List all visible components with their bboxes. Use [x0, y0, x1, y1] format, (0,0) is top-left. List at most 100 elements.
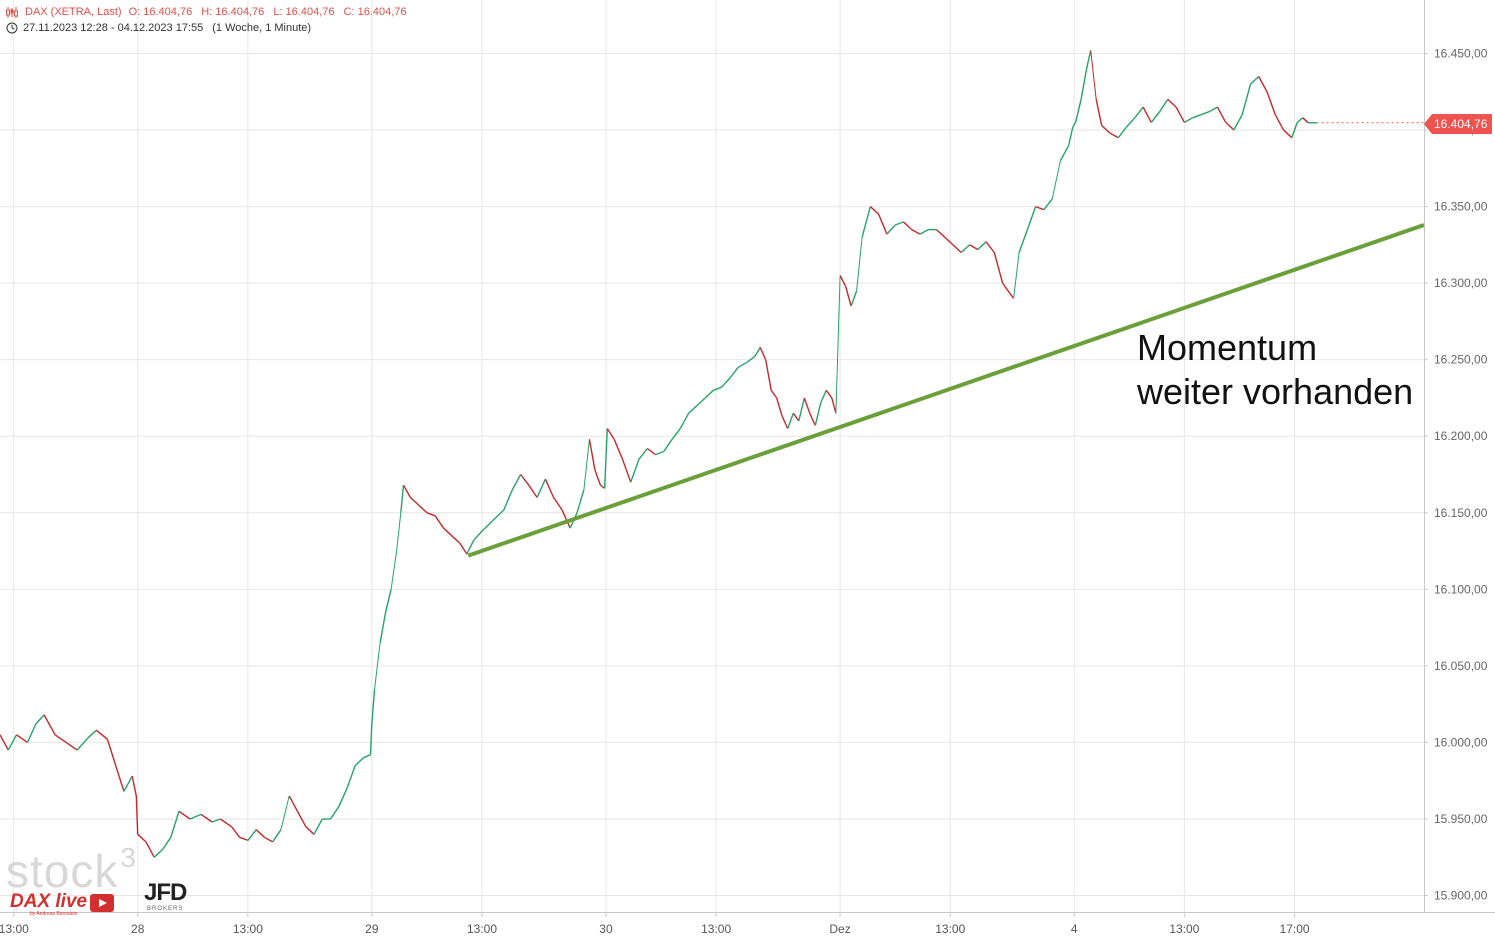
price-segment	[280, 795, 290, 830]
price-segment	[1302, 117, 1309, 124]
price-segment	[511, 474, 522, 491]
price-segment	[131, 775, 137, 797]
price-segment	[369, 723, 373, 755]
price-segment	[426, 512, 436, 517]
price-segment	[1274, 114, 1285, 131]
price-segment	[418, 504, 428, 514]
y-tick-label: 16.250,00	[1434, 353, 1488, 367]
price-segment	[781, 416, 789, 429]
price-segment	[770, 389, 778, 399]
price-segment	[613, 439, 624, 460]
price-segment	[1090, 50, 1097, 100]
x-tick-label: 13:00	[0, 922, 29, 936]
price-segment	[434, 515, 445, 529]
x-tick-label: Dez	[829, 922, 850, 936]
price-segment	[1296, 117, 1304, 123]
price-segment	[814, 402, 822, 426]
price-segment	[856, 237, 863, 291]
price-segment	[630, 458, 640, 483]
price-segment	[402, 484, 412, 498]
price-segment	[1134, 106, 1144, 119]
price-segment	[825, 389, 833, 399]
price-segment	[305, 826, 315, 835]
price-segment	[7, 734, 18, 751]
x-tick-label: 29	[365, 922, 379, 936]
x-tick-label: 4	[1071, 922, 1078, 936]
price-segment	[1059, 145, 1070, 162]
x-tick-label: 13:00	[1169, 922, 1199, 936]
price-segment	[671, 428, 681, 440]
price-segment	[704, 389, 714, 399]
price-segment	[54, 734, 67, 743]
price-segment	[451, 535, 461, 544]
price-segment	[1258, 76, 1268, 93]
price-segment	[850, 290, 858, 307]
price-segment	[646, 447, 656, 456]
y-tick-label: 16.450,00	[1434, 47, 1488, 61]
price-segment	[1085, 50, 1092, 69]
price-segment	[135, 795, 139, 835]
price-segment	[886, 224, 896, 235]
low-value: L: 16.404,76	[273, 6, 335, 18]
price-segment	[520, 474, 530, 486]
price-segment	[952, 244, 962, 254]
price-segment	[776, 397, 783, 417]
trendline	[467, 223, 1425, 558]
price-segment	[1125, 117, 1136, 128]
price-segment	[1026, 206, 1037, 230]
high-value: H: 16.404,76	[201, 6, 265, 18]
price-segment	[1043, 198, 1053, 211]
price-segment	[1167, 98, 1177, 108]
watermark-sup: 3	[120, 842, 137, 873]
price-segment	[1068, 126, 1074, 146]
price-segment	[803, 397, 811, 414]
annotation-line-2: weiter vorhanden	[1137, 371, 1414, 412]
price-segment	[528, 484, 538, 498]
last-price-label: 16.404,76	[1432, 114, 1493, 134]
price-tag-pointer	[1424, 114, 1432, 134]
jfd-subtitle: BROKERS	[147, 906, 184, 912]
symbol-label: DAX (XETRA, Last)	[25, 6, 122, 18]
price-segment	[492, 509, 505, 521]
jfd-text: JFD	[144, 879, 187, 906]
y-tick-label: 16.150,00	[1434, 506, 1488, 520]
y-tick-label: 15.900,00	[1434, 889, 1488, 903]
price-segment	[1250, 75, 1260, 85]
y-tick-label: 15.950,00	[1434, 812, 1488, 826]
price-segment	[255, 829, 265, 838]
price-segment	[145, 841, 155, 858]
price-segment	[869, 206, 880, 215]
last-price-tag: 16.404,76	[1424, 114, 1493, 134]
x-tick-label: 30	[599, 922, 613, 936]
price-segment	[354, 757, 365, 766]
price-segment	[473, 530, 483, 541]
price-segment	[1175, 106, 1186, 123]
y-tick-label: 16.050,00	[1434, 659, 1488, 673]
price-segment	[16, 734, 28, 743]
price-segment	[1241, 83, 1252, 115]
ohlc-values: O: 16.404,76 H: 16.404,76 L: 16.404,76 C…	[129, 4, 413, 20]
price-segment	[606, 428, 615, 440]
price-segment	[1192, 114, 1202, 119]
price-segment	[839, 275, 847, 287]
price-segment	[1283, 129, 1293, 139]
price-segment	[35, 714, 45, 725]
price-segment	[230, 826, 241, 838]
price-segment	[894, 221, 904, 226]
price-segment	[1007, 290, 1015, 299]
price-segment	[1035, 205, 1045, 211]
price-segment	[1002, 282, 1009, 292]
price-segment	[902, 221, 913, 231]
price-segment	[115, 765, 125, 792]
y-tick-label: 16.100,00	[1434, 582, 1488, 596]
interval-label: (1 Woche, 1 Minute)	[212, 22, 312, 34]
price-segment	[576, 489, 585, 514]
price-segment	[985, 241, 995, 253]
x-tick-label: 28	[131, 922, 145, 936]
price-segment	[329, 806, 340, 820]
price-segment	[835, 275, 841, 414]
price-segment	[960, 244, 970, 254]
price-segment	[787, 413, 794, 429]
